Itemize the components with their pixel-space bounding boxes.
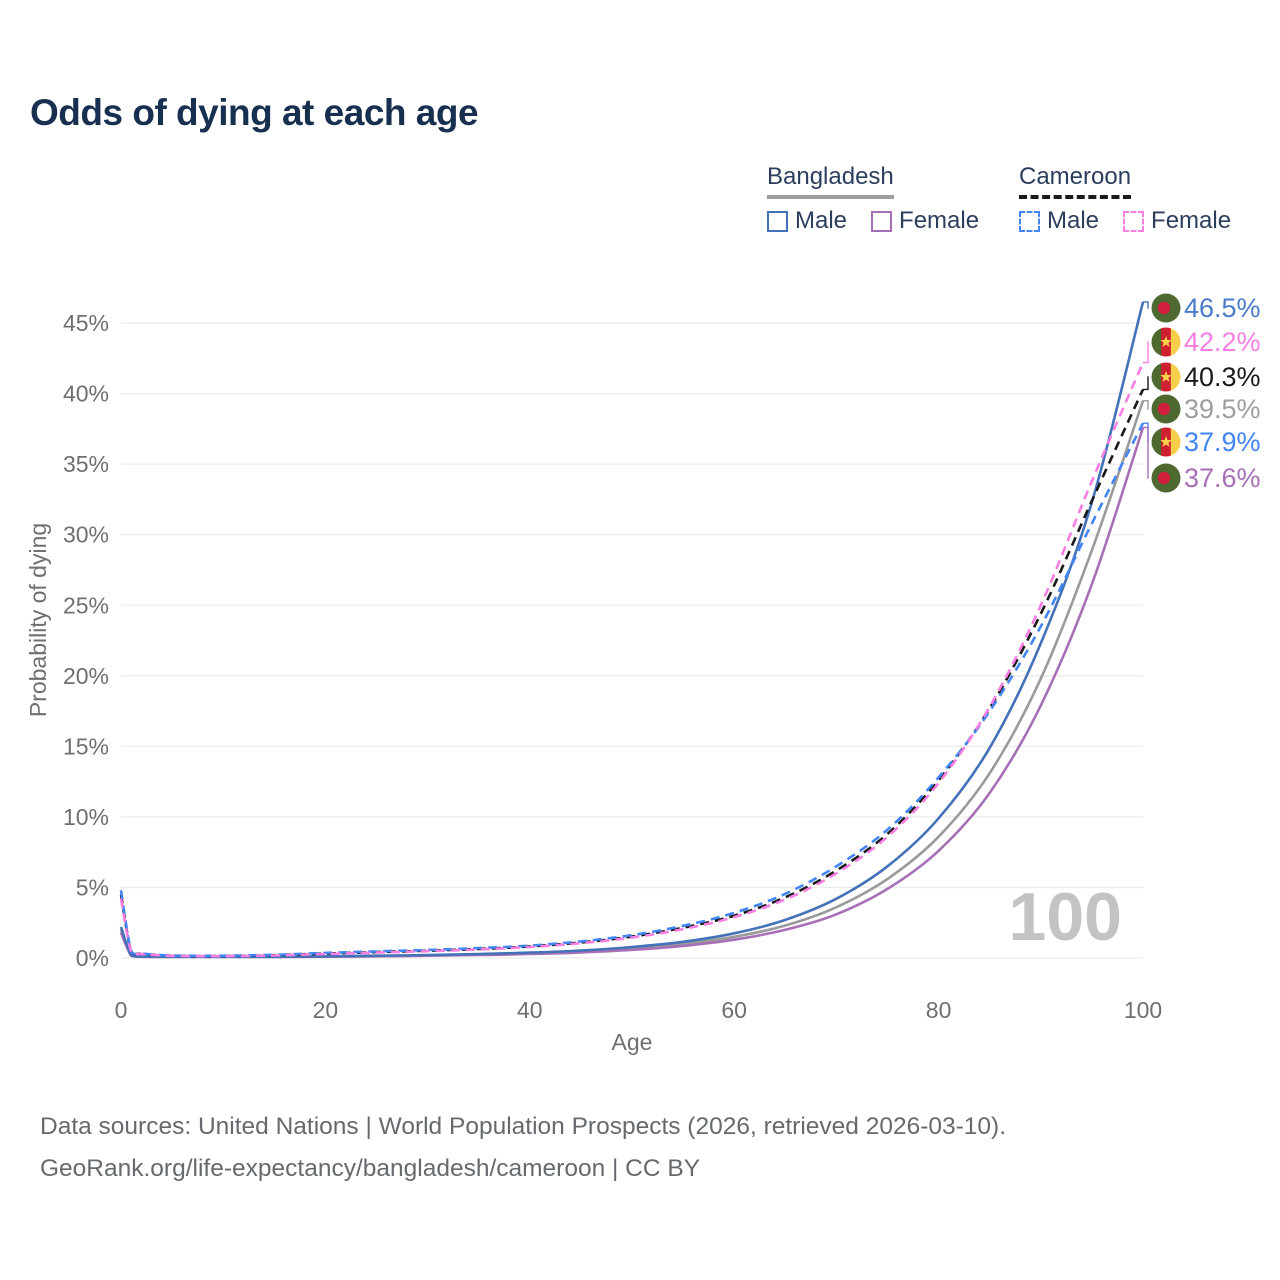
flag-disc bbox=[1157, 471, 1171, 485]
end-label-cm-female: 42.2% bbox=[1184, 327, 1261, 357]
chart-footer: Data sources: United Nations | World Pop… bbox=[40, 1106, 1006, 1191]
star-icon bbox=[1160, 436, 1172, 447]
legend-swatch-cameroon-female[interactable] bbox=[1123, 210, 1145, 232]
chart-legend: Bangladesh Male Female Cameroon Male Female bbox=[0, 163, 1280, 243]
x-axis-title: Age bbox=[612, 1029, 653, 1055]
end-label-cm-total: 40.3% bbox=[1184, 362, 1261, 392]
flag-disc bbox=[1157, 402, 1171, 416]
end-label-connector-cm-total bbox=[1143, 376, 1149, 391]
legend-item-label: Female bbox=[1151, 207, 1232, 234]
x-tick-label: 40 bbox=[517, 997, 543, 1023]
end-label-connector-cm-female bbox=[1143, 341, 1149, 364]
legend-swatch-bangladesh-male[interactable] bbox=[767, 210, 788, 232]
legend-swatch-bangladesh-female[interactable] bbox=[871, 210, 893, 232]
legend-item-bangladesh-male[interactable]: Male bbox=[767, 207, 847, 235]
y-tick-label: 0% bbox=[76, 945, 109, 971]
legend-item-cameroon-female[interactable]: Female bbox=[1123, 207, 1231, 235]
y-axis-title: Probability of dying bbox=[25, 523, 51, 717]
flag-disc bbox=[1157, 301, 1171, 315]
end-label-connector-bd-female bbox=[1143, 426, 1149, 479]
x-tick-label: 80 bbox=[926, 997, 952, 1023]
legend-item-label: Male bbox=[1047, 207, 1100, 234]
age-watermark: 100 bbox=[1009, 879, 1122, 955]
end-label-cm-male: 37.9% bbox=[1184, 427, 1261, 457]
legend-group-cameroon: Cameroon Male Female bbox=[1019, 163, 1231, 235]
legend-item-cameroon-male[interactable]: Male bbox=[1019, 207, 1099, 235]
series-line-bd-male bbox=[119, 301, 1145, 959]
end-label-bd-female: 37.6% bbox=[1184, 463, 1261, 493]
end-label-bd-male: 46.5% bbox=[1184, 293, 1261, 323]
page-title: Odds of dying at each age bbox=[30, 92, 479, 133]
star-icon bbox=[1160, 371, 1172, 382]
y-tick-label: 15% bbox=[63, 733, 109, 759]
legend-group-title: Bangladesh bbox=[767, 163, 894, 199]
end-label-connector-bd-total bbox=[1143, 400, 1149, 410]
series-line-cm-female bbox=[119, 362, 1145, 958]
y-tick-label: 40% bbox=[63, 381, 109, 407]
x-tick-label: 20 bbox=[313, 997, 339, 1023]
x-tick-label: 60 bbox=[721, 997, 747, 1023]
legend-group-bangladesh: Bangladesh Male Female bbox=[767, 163, 979, 235]
series-line-cm-male bbox=[119, 422, 1145, 958]
legend-group-title: Cameroon bbox=[1019, 163, 1132, 199]
y-tick-label: 35% bbox=[63, 451, 109, 477]
legend-item-label: Female bbox=[899, 207, 980, 234]
legend-item-bangladesh-female[interactable]: Female bbox=[871, 207, 979, 235]
y-tick-label: 45% bbox=[63, 310, 109, 336]
end-label-bd-total: 39.5% bbox=[1184, 394, 1261, 424]
y-tick-label: 25% bbox=[63, 592, 109, 618]
end-label-connector-bd-male bbox=[1143, 301, 1149, 309]
star-icon bbox=[1160, 336, 1172, 347]
y-tick-label: 5% bbox=[76, 874, 109, 900]
x-tick-label: 0 bbox=[115, 997, 128, 1023]
legend-swatch-cameroon-male[interactable] bbox=[1019, 210, 1040, 232]
x-tick-label: 100 bbox=[1124, 997, 1162, 1023]
footer-sources: Data sources: United Nations | World Pop… bbox=[40, 1113, 1007, 1140]
series-line-cm-total bbox=[119, 388, 1145, 958]
y-tick-label: 30% bbox=[63, 522, 109, 548]
series-line-bd-total bbox=[119, 400, 1145, 959]
y-tick-label: 20% bbox=[63, 663, 109, 689]
legend-item-label: Male bbox=[795, 207, 848, 234]
footer-url: GeoRank.org/life-expectancy/bangladesh/c… bbox=[40, 1155, 701, 1183]
y-tick-label: 10% bbox=[63, 804, 109, 830]
series-line-bd-female bbox=[119, 427, 1145, 959]
